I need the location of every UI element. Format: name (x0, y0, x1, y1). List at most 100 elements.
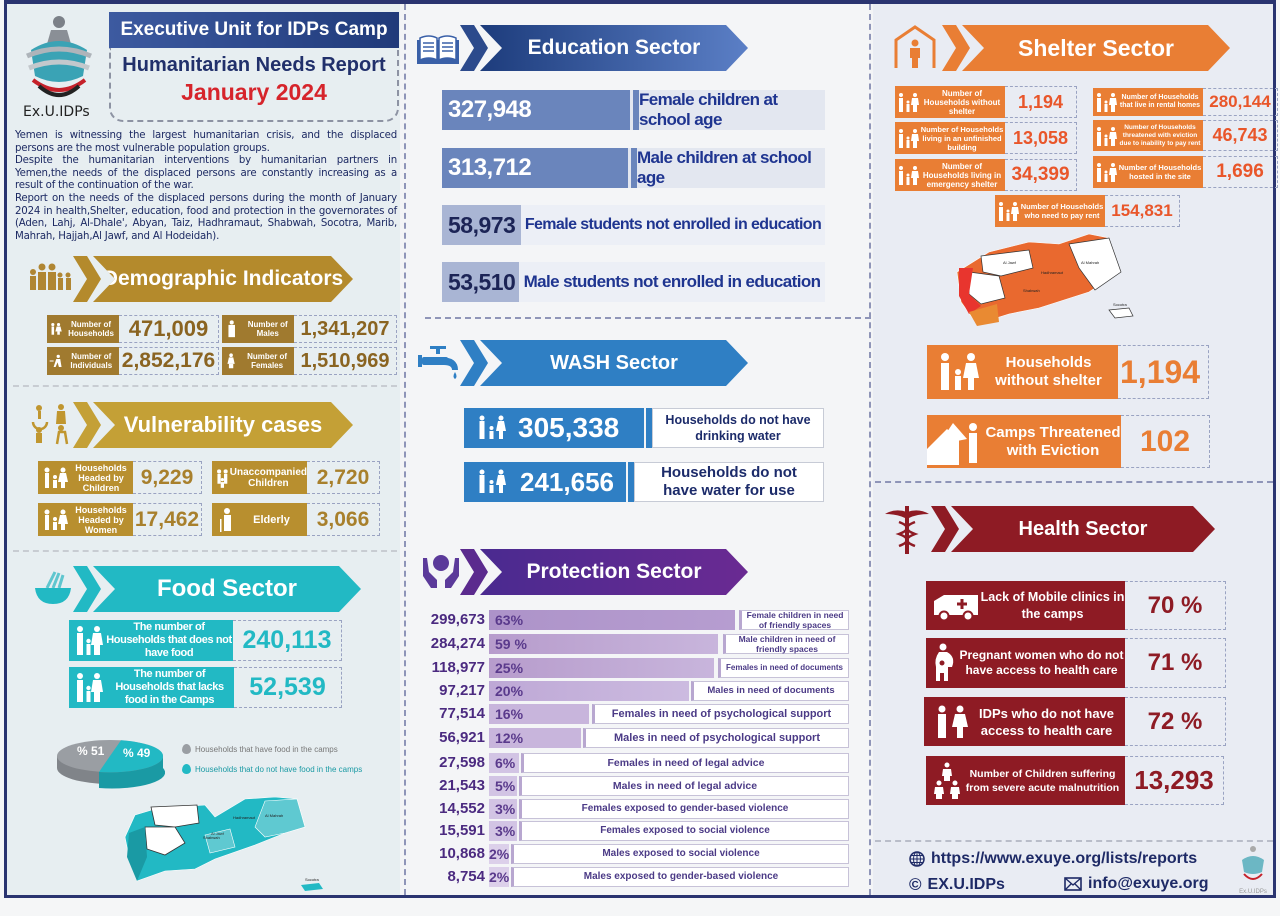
education-value: 53,510 (442, 262, 516, 302)
education-label: Male children at school age (637, 148, 812, 187)
protection-label: Males in need of psychological support (583, 728, 849, 748)
card-label: Number of Households (47, 315, 119, 343)
section-divider (13, 385, 397, 387)
education-label: Male students not enrolled in education (523, 272, 821, 291)
child-icon (217, 468, 228, 488)
email-link[interactable]: info@exuye.org (1064, 875, 1209, 893)
bar-separator (646, 408, 652, 448)
svg-text:Socotra: Socotra (305, 877, 320, 882)
shelter-card: Number of Households threatened with evi… (1093, 120, 1278, 151)
globe-icon (909, 851, 925, 867)
chevron-icon (73, 402, 101, 448)
family-icon (941, 353, 979, 390)
card-label: Number of Individuals (47, 347, 119, 375)
card-label: The number of Households that does not h… (69, 620, 233, 661)
card-value: 1,696 (1203, 156, 1278, 188)
education-label: Female students not enrolled in educatio… (524, 216, 822, 233)
card-label: Households without shelter (927, 345, 1118, 399)
family-icon (999, 202, 1019, 221)
protection-bar: 12% (489, 728, 581, 748)
protection-bar: 63% (489, 610, 735, 630)
card-value: 70 % (1125, 581, 1226, 630)
bar-separator (631, 148, 637, 188)
wash-card: 241,656 Households do not have water for… (464, 462, 824, 502)
section-divider (875, 840, 1273, 842)
yemen-food-map: Al Jawf Hadhramaut Al Mahrah Shabwah Soc… (115, 796, 330, 902)
education-banner: Education Sector (460, 25, 748, 71)
protection-label: Females exposed to social violence (519, 821, 849, 841)
female-icon (227, 353, 235, 369)
legend-marker-icon (182, 764, 191, 774)
protection-value: 21,543 (439, 777, 485, 794)
protection-title: Protection Sector (480, 549, 748, 595)
card-value-block: 305,338 (464, 408, 644, 448)
protection-value: 77,514 (439, 705, 485, 722)
protection-value: 15,591 (439, 822, 485, 839)
water-tap-icon (418, 344, 462, 385)
demographic-card: Number of Males 1,341,207 (222, 315, 397, 343)
card-value: 13,293 (1125, 756, 1224, 805)
website-link[interactable]: https://www.exuye.org/lists/reports (909, 850, 1197, 868)
protection-label: Male children in need of friendly spaces (723, 634, 849, 654)
health-banner: Health Sector (931, 506, 1215, 552)
man-woman-icon (938, 705, 968, 738)
card-value: 2,852,176 (119, 347, 219, 375)
pie-legend-item: Households that have food in the camps (182, 744, 338, 754)
svg-text:Al Jawf: Al Jawf (211, 831, 225, 836)
health-title: Health Sector (951, 506, 1215, 552)
shelter-highlight-card: Camps Threatened with Eviction 102 (927, 415, 1210, 468)
protection-row: 284,274 59 % Male children in need of fr… (417, 634, 849, 654)
intro-paragraph: Report on the needs of the displaced per… (15, 192, 397, 242)
shelter-house-icon (893, 24, 937, 75)
section-divider (875, 481, 1273, 483)
food-pie-chart: % 51 % 49 (55, 738, 166, 795)
protecting-hands-icon (421, 550, 461, 595)
education-row: 53,510 Male students not enrolled in edu… (442, 262, 825, 302)
food-title: Food Sector (93, 566, 361, 612)
pregnant-woman-icon (935, 643, 954, 681)
family-group-icon (27, 262, 73, 297)
card-value: 71 % (1125, 638, 1226, 688)
chevron-icon (460, 340, 488, 386)
card-label: Households Headed by Children (38, 461, 133, 494)
shelter-banner: Shelter Sector (942, 25, 1230, 71)
card-label: Pregnant women who do not have access to… (926, 638, 1125, 688)
children-icon (934, 762, 960, 799)
vulnerability-card: Households Headed by Women 17,462 (38, 503, 202, 536)
organization-logo: Ex.U.IDPs (17, 12, 99, 124)
left-column: Ex.U.IDPs Executive Unit for IDPs Camp H… (7, 4, 400, 895)
card-value: 154,831 (1105, 195, 1180, 227)
protection-row: 299,673 63% Female children in need of f… (417, 610, 849, 630)
card-value: 3,066 (307, 503, 380, 536)
card-label: Households Headed by Women (38, 503, 133, 536)
card-value: 52,539 (234, 667, 342, 708)
demographic-card: Number of Females 1,510,969 (222, 347, 397, 375)
shelter-card: Number of Households living in emergency… (895, 159, 1077, 191)
card-label: Number of Households living in emergency… (895, 159, 1005, 191)
report-title-box: Humanitarian Needs Report January 2024 (109, 48, 399, 122)
vulnerability-banner: Vulnerability cases (73, 402, 353, 448)
card-label: The number of Households that lacks food… (69, 667, 234, 708)
card-value-block: 241,656 (464, 462, 626, 502)
family-icon (51, 322, 62, 335)
chevron-icon (73, 256, 101, 302)
bar-separator (518, 205, 521, 245)
svg-text:Al Jawf: Al Jawf (1003, 260, 1017, 265)
card-label: Number of Females (222, 347, 294, 375)
card-label: IDPs who do not have access to health ca… (924, 697, 1125, 746)
vulnerability-card: Unaccompanied Children 2,720 (212, 461, 380, 494)
protection-bar: 3% (489, 821, 517, 841)
family-icon (899, 166, 919, 185)
chevron-icon (73, 566, 101, 612)
svg-text:Al Mahrah: Al Mahrah (1081, 260, 1099, 265)
shelter-card: Number of Households hosted in the site … (1093, 156, 1278, 188)
section-divider (425, 317, 871, 319)
tent-camp-icon (927, 422, 977, 465)
protection-bar: 5% (489, 776, 517, 796)
envelope-icon (1064, 877, 1082, 891)
caduceus-icon (885, 504, 929, 561)
demographic-card: Number of Individuals 2,852,176 (47, 347, 219, 375)
card-value: 46,743 (1203, 120, 1278, 151)
protection-label: Females exposed to gender-based violence (519, 799, 849, 819)
infographic-frame: Ex.U.IDPs Executive Unit for IDPs Camp H… (4, 0, 1278, 898)
